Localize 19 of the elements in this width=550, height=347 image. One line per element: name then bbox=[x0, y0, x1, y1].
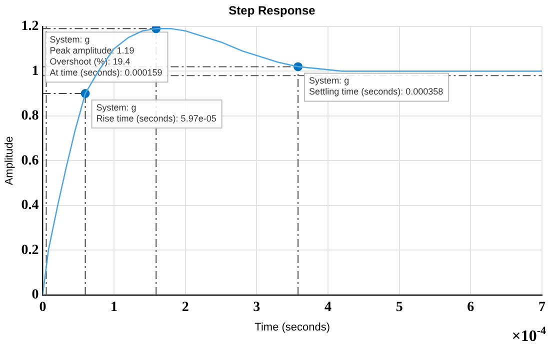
x-tick-label: 5 bbox=[396, 300, 403, 316]
chart-title: Step Response bbox=[228, 4, 316, 18]
annotation: System: g Rise time (seconds): 5.97e-05 bbox=[96, 102, 216, 124]
x-tick-label: 1 bbox=[110, 300, 118, 316]
y-tick-label: 0.4 bbox=[21, 198, 39, 214]
y-tick-label: 0.2 bbox=[21, 242, 39, 258]
y-tick-label: 1.2 bbox=[21, 19, 39, 34]
x-tick-label: 4 bbox=[324, 300, 332, 316]
y-tick-label: 0.6 bbox=[21, 153, 39, 168]
x-tick-label: 6 bbox=[467, 300, 474, 316]
x-tick-label: 3 bbox=[253, 300, 260, 316]
annotation: System: g Settling time (seconds): 0.000358 bbox=[309, 76, 444, 97]
x-tick-label: 7 bbox=[538, 300, 546, 316]
y-tick-label: 0 bbox=[32, 288, 39, 303]
x-tick-label: 2 bbox=[182, 300, 189, 316]
x-axis-title: Time (seconds) bbox=[254, 321, 330, 334]
y-tick-label: 0.8 bbox=[21, 108, 39, 124]
y-axis-title: Amplitude bbox=[4, 136, 16, 186]
y-tick-label: 1 bbox=[32, 64, 39, 79]
